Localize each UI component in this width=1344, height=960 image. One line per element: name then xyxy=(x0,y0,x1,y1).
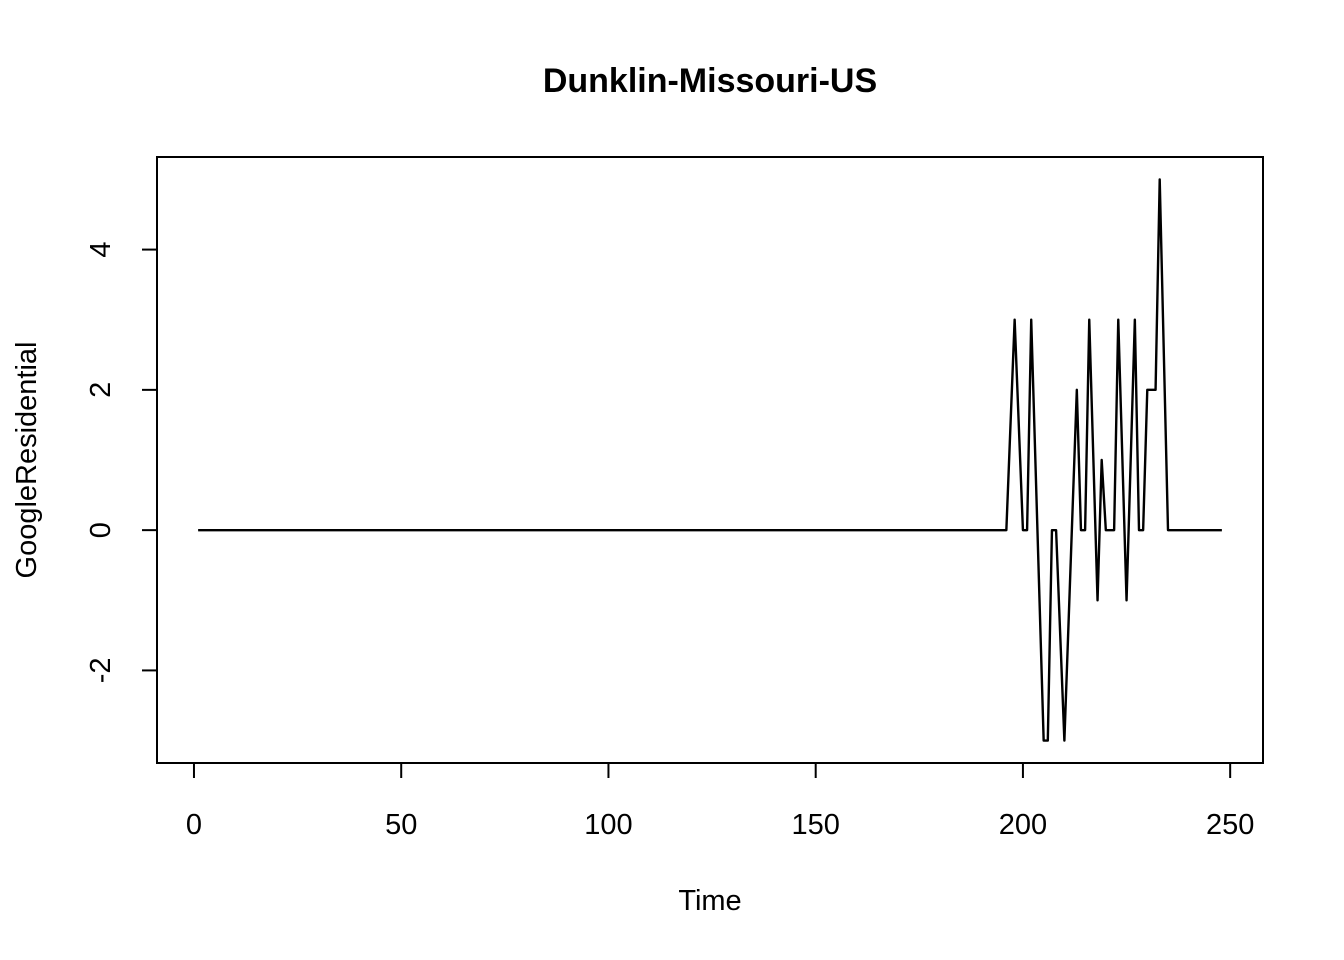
x-axis-label: Time xyxy=(678,885,741,917)
y-tick-label: 0 xyxy=(85,522,117,538)
y-axis-label: GoogleResidential xyxy=(11,342,43,579)
y-tick-label: 2 xyxy=(85,382,117,398)
y-axis: -2 0 2 4 xyxy=(85,242,158,684)
y-tick-label: -2 xyxy=(85,658,117,684)
x-tick-label: 50 xyxy=(385,809,417,841)
x-tick-label: 250 xyxy=(1206,809,1254,841)
plot-frame xyxy=(156,156,1264,764)
x-tick-label: 0 xyxy=(186,809,202,841)
series-line xyxy=(198,178,1222,742)
x-axis: 0 50 100 150 200 250 xyxy=(186,762,1254,841)
x-tick-label: 150 xyxy=(791,809,839,841)
chart-title: Dunklin-Missouri-US xyxy=(543,62,877,100)
x-tick-label: 100 xyxy=(584,809,632,841)
y-tick-label: 4 xyxy=(85,242,117,258)
x-tick-label: 200 xyxy=(999,809,1047,841)
